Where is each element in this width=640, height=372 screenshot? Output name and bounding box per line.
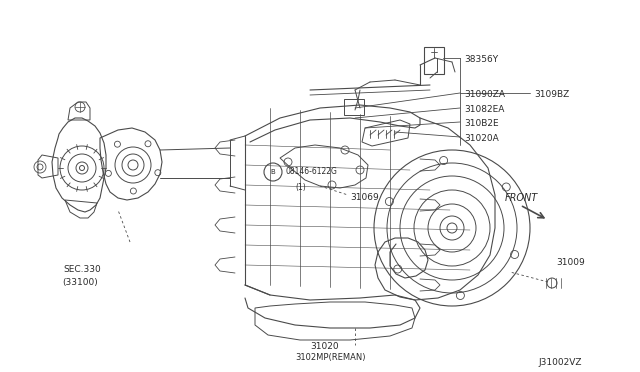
Text: SEC.330: SEC.330 (63, 265, 101, 274)
Text: 31082EA: 31082EA (464, 105, 504, 114)
Text: J31002VZ: J31002VZ (538, 358, 582, 367)
Text: 08146-6122G: 08146-6122G (286, 167, 338, 176)
Text: B: B (271, 169, 275, 175)
Text: 31090ZA: 31090ZA (464, 90, 505, 99)
Text: 38356Y: 38356Y (464, 55, 498, 64)
Text: 3109BZ: 3109BZ (534, 90, 569, 99)
Text: 3102MP(REMAN): 3102MP(REMAN) (295, 353, 365, 362)
Text: 310B2E: 310B2E (464, 119, 499, 128)
Text: FRONT: FRONT (505, 193, 538, 203)
Text: 31069: 31069 (350, 193, 379, 202)
Text: 31020: 31020 (310, 342, 339, 351)
Text: (1): (1) (295, 183, 306, 192)
Text: 31009: 31009 (556, 258, 585, 267)
Text: 31020A: 31020A (464, 134, 499, 143)
Text: (33100): (33100) (62, 278, 98, 287)
